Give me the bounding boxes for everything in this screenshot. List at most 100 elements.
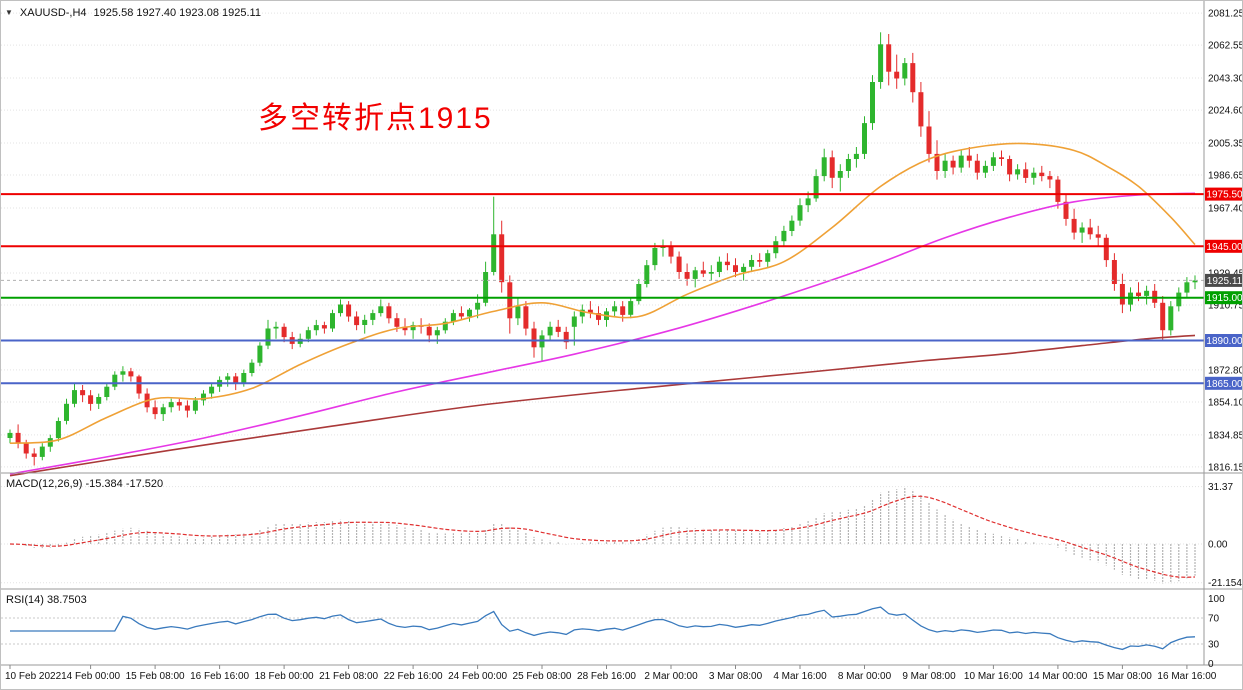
candle-body — [942, 160, 948, 171]
candle-body — [184, 405, 190, 411]
candle-body — [338, 304, 343, 314]
price-axis-label: 1872.80 — [1208, 365, 1243, 376]
time-axis-label: 16 Feb 16:00 — [190, 671, 249, 682]
price-badge: 1890.00 — [1205, 334, 1243, 347]
candle-body — [692, 270, 698, 279]
candle-body — [458, 313, 464, 317]
price-badge-bg — [1205, 239, 1242, 253]
price-axis-label: 2043.30 — [1208, 74, 1243, 85]
candle-body — [1063, 201, 1069, 219]
ma-mid-magenta — [9, 192, 1196, 475]
candle-body — [934, 153, 940, 171]
price-axis-area[interactable] — [1204, 1, 1243, 665]
candle-body — [176, 402, 182, 406]
time-axis-label: 10 Mar 16:00 — [964, 671, 1023, 682]
panel-separators — [1, 1, 1242, 666]
candle-body — [313, 325, 319, 331]
grid — [1, 12, 1204, 468]
candle-body — [362, 319, 368, 325]
candle-body — [491, 234, 497, 272]
current-price-badge-text: 1925.11 — [1207, 276, 1243, 287]
candle-body — [1168, 306, 1174, 331]
time-axis-label: 25 Feb 08:00 — [513, 671, 572, 682]
time-axis-label: 10 Feb 2022 — [5, 671, 62, 682]
candle-body — [104, 386, 110, 397]
candle-body — [80, 390, 86, 396]
candle-body — [507, 282, 513, 319]
price-badge: 1915.00 — [1205, 291, 1242, 305]
candle-body — [64, 403, 69, 421]
time-axis-label: 16 Mar 16:00 — [1157, 671, 1216, 682]
candle-body — [1192, 280, 1198, 283]
candle-body — [1039, 172, 1045, 177]
price-badge-bg — [1205, 291, 1242, 305]
candle-body — [845, 159, 851, 171]
rsi-axis-label: 0 — [1208, 659, 1214, 670]
price-badge: 1945.00 — [1205, 239, 1242, 253]
macd-signal-line — [9, 495, 1196, 578]
candle-body — [233, 376, 239, 384]
candle-body — [1047, 176, 1053, 180]
candle-body — [700, 270, 706, 274]
candle-body — [652, 248, 658, 266]
candle-body — [612, 306, 618, 312]
current-price-badge-bg — [1205, 273, 1242, 287]
candle-body — [894, 71, 900, 79]
candle-body — [821, 157, 827, 177]
time-axis-label: 28 Feb 16:00 — [577, 671, 636, 682]
price-axis-label: 1967.40 — [1208, 204, 1243, 215]
price-badge: 1865.00 — [1205, 376, 1242, 390]
candle-body — [837, 171, 843, 178]
candle-body — [378, 306, 384, 314]
candle-body — [789, 220, 795, 231]
candle-body — [966, 155, 972, 161]
candle-body — [15, 432, 21, 444]
time-axis-label: 14 Feb 00:00 — [61, 671, 120, 682]
price-badge-text: 1890.00 — [1206, 336, 1243, 347]
candle-body — [257, 345, 263, 363]
candle-body — [1087, 227, 1093, 235]
candle-body — [346, 304, 352, 317]
candle-body — [918, 92, 924, 127]
candle-body — [1031, 172, 1037, 178]
candle-body — [724, 261, 730, 266]
candle-body — [1023, 169, 1029, 178]
candle-body — [1136, 292, 1141, 296]
candle-body — [974, 160, 980, 173]
candle-body — [249, 362, 255, 373]
candle-body — [225, 376, 231, 380]
price-axis-label: 1910.75 — [1208, 301, 1243, 312]
candle-body — [168, 402, 174, 408]
candle-body — [160, 407, 166, 415]
time-axis-label: 8 Mar 00:00 — [838, 671, 892, 682]
time-axis-label: 3 Mar 08:00 — [709, 671, 763, 682]
time-axis-label: 15 Feb 08:00 — [126, 671, 185, 682]
candle-body — [499, 234, 505, 283]
candle-body — [926, 126, 932, 154]
candle-body — [636, 284, 642, 302]
candle-body — [152, 407, 158, 415]
candle-body — [829, 157, 835, 178]
level-lines — [1, 193, 1204, 385]
price-axis-label: 2081.25 — [1208, 9, 1243, 20]
candle-body — [426, 326, 432, 336]
candle-body — [878, 44, 884, 82]
candle-body — [958, 155, 964, 168]
candle-body — [47, 438, 53, 447]
price-badge-bg — [1205, 334, 1242, 347]
candle-body — [442, 321, 448, 331]
collapse-triangle-icon[interactable]: ▼ — [5, 8, 13, 17]
candle-body — [579, 309, 585, 317]
candle-body — [1184, 282, 1190, 293]
candle-body — [1095, 234, 1101, 238]
candle-body — [757, 260, 763, 262]
candle-body — [716, 261, 722, 272]
price-axis-label: 1816.15 — [1208, 462, 1243, 473]
rsi-axis-label: 30 — [1208, 640, 1220, 651]
time-axis-label: 9 Mar 08:00 — [902, 671, 956, 682]
price-axis-label: 2024.60 — [1208, 106, 1243, 117]
price-axis-label: 1854.10 — [1208, 398, 1243, 409]
moving-averages — [9, 142, 1196, 477]
candle-body — [1119, 284, 1125, 305]
